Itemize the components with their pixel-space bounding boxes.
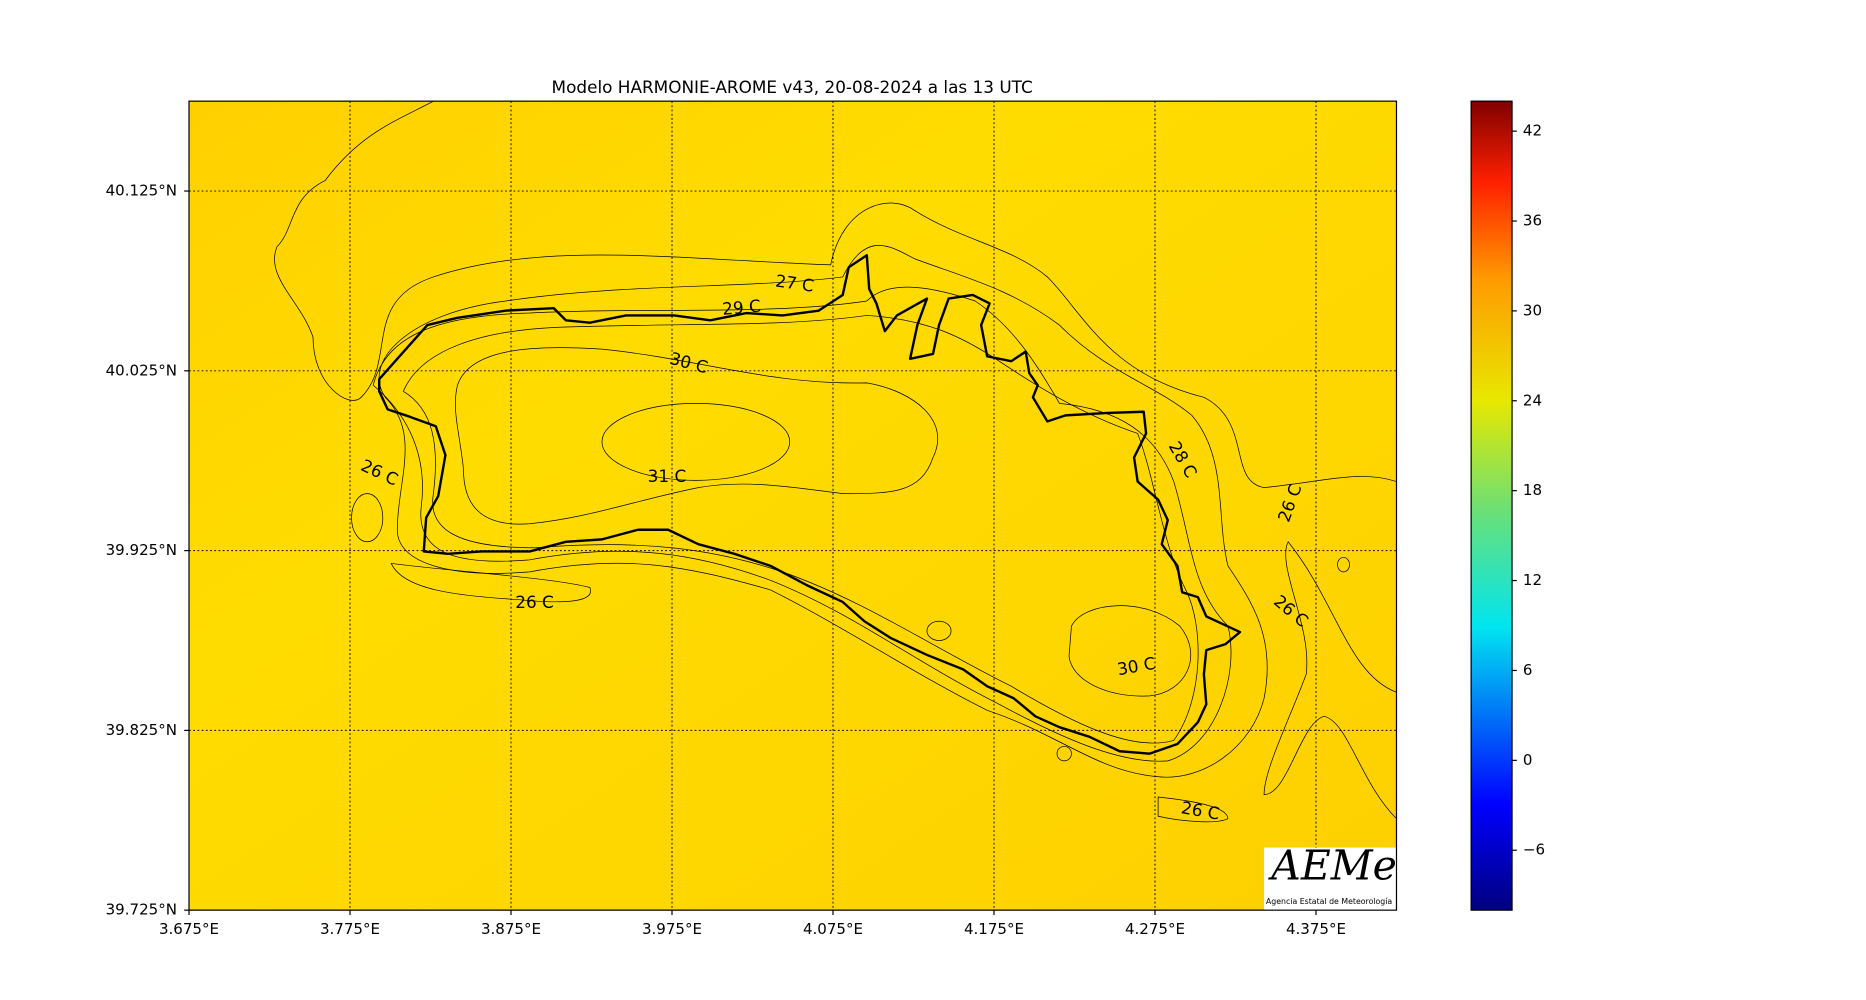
colorbar-tick-label: 36 <box>1523 212 1542 230</box>
map: 27 C29 C30 C31 C26 C26 C28 C26 C26 C30 C… <box>189 101 1414 911</box>
y-tick-label: 39.825°N <box>106 721 177 739</box>
y-tick-label: 39.725°N <box>106 901 177 919</box>
x-tick-label: 3.675°E <box>159 920 219 938</box>
logo-box <box>1264 847 1397 911</box>
coastline <box>378 254 1242 755</box>
contour-small <box>1337 557 1350 573</box>
contour-26-sw <box>390 563 591 603</box>
contour-27 <box>378 245 1268 778</box>
contour-small <box>1056 746 1072 762</box>
colorbar-tick-label: −6 <box>1523 841 1545 859</box>
plot-frame <box>188 100 1398 911</box>
colorbar-tick-label: 6 <box>1523 661 1533 679</box>
contour-label: 26 C <box>515 592 554 612</box>
colorbar <box>1470 100 1513 911</box>
contour-26-s <box>1157 796 1229 823</box>
x-tick-label: 4.075°E <box>803 920 863 938</box>
colorbar-tick-label: 30 <box>1523 301 1542 319</box>
contour-31 <box>601 402 791 481</box>
contour-label: 31 C <box>648 466 687 486</box>
sea-field <box>189 101 1397 911</box>
colorbar-tick-label: 12 <box>1523 571 1542 589</box>
logo-text: Agencia Estatal de Meteorología <box>1266 897 1393 906</box>
title: Modelo HARMONIE-AROME v43, 20-08-2024 a … <box>552 77 1033 97</box>
colorbar-tick-label: 24 <box>1523 391 1542 409</box>
contour-small <box>926 620 952 641</box>
contour-30-east <box>1068 605 1191 697</box>
y-tick-label: 40.125°N <box>106 182 177 200</box>
y-tick-label: 40.025°N <box>106 361 177 379</box>
x-tick-label: 3.875°E <box>481 920 541 938</box>
colorbar-tick-label: 0 <box>1523 751 1533 769</box>
x-tick-label: 3.975°E <box>642 920 702 938</box>
colorbar-tick-label: 42 <box>1523 122 1542 140</box>
x-tick-label: 4.275°E <box>1125 920 1185 938</box>
x-tick-label: 4.175°E <box>964 920 1024 938</box>
contour-26-islet <box>351 493 384 543</box>
y-tick-label: 39.925°N <box>106 541 177 559</box>
colorbar-tick-label: 18 <box>1523 481 1542 499</box>
contour-26 <box>189 101 1397 911</box>
x-tick-label: 3.775°E <box>320 920 380 938</box>
grid <box>189 101 1397 911</box>
contour-label: 29 C <box>721 296 761 319</box>
contour-30 <box>455 347 939 525</box>
logo-name: AEMet <box>1267 842 1414 890</box>
x-tick-label: 4.375°E <box>1286 920 1346 938</box>
